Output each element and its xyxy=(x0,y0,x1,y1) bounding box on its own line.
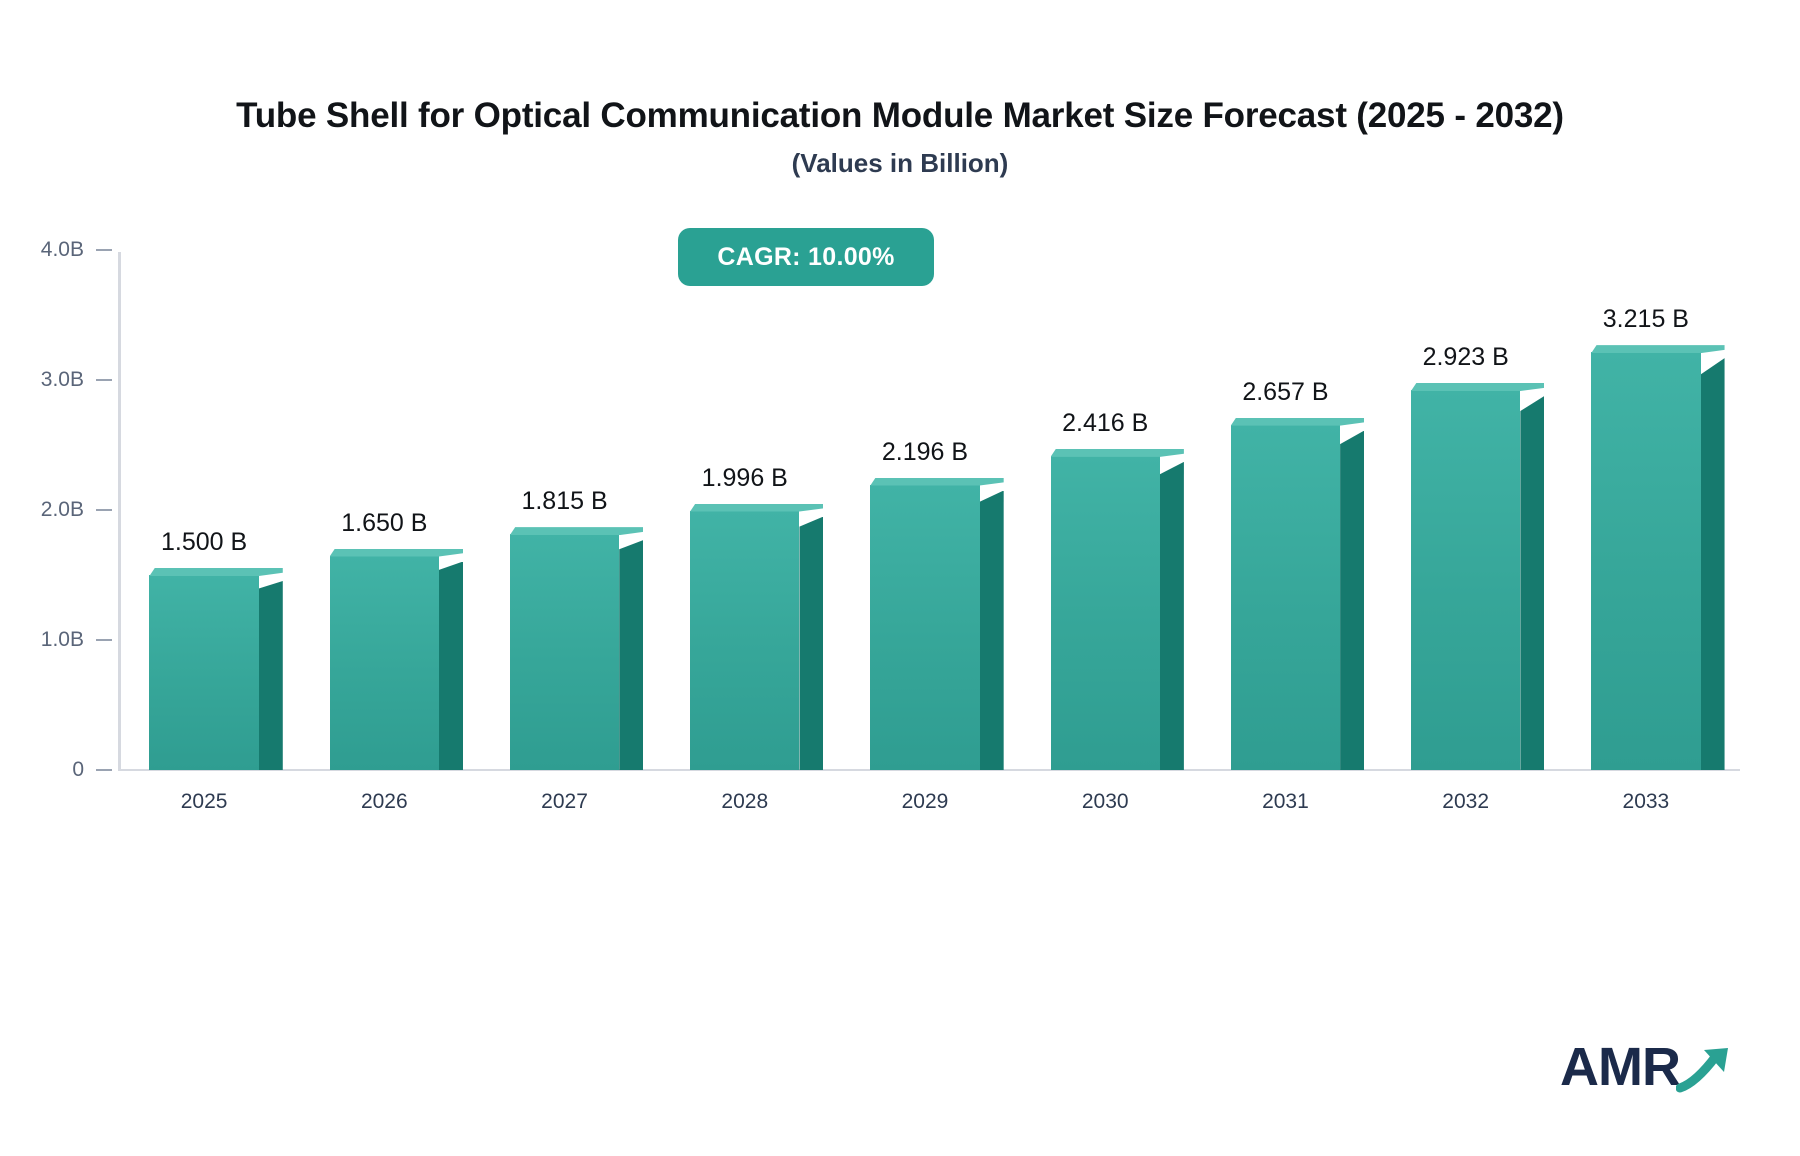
y-axis-tick-mark xyxy=(96,769,112,771)
y-axis-tick-mark xyxy=(96,639,112,641)
bar-side-face xyxy=(619,540,644,770)
bar-value-label: 1.650 B xyxy=(341,508,428,537)
y-axis-tick-mark xyxy=(96,379,112,381)
bar-top-face xyxy=(1591,345,1725,354)
bar-side-face xyxy=(439,561,463,770)
x-axis-label-2030: 2030 xyxy=(1081,790,1129,813)
y-axis-tick-label: 3.0B xyxy=(40,368,84,391)
bar-front-face xyxy=(1050,455,1160,770)
x-axis-label-2029: 2029 xyxy=(901,790,949,813)
cagr-badge: CAGR: 10.00% xyxy=(678,228,934,286)
bar-side-face xyxy=(1520,396,1545,770)
bar-side-face xyxy=(258,581,283,770)
x-axis-label-2025: 2025 xyxy=(180,790,228,813)
y-axis-tick-mark xyxy=(96,509,112,511)
chart-subtitle: (Values in Billion) xyxy=(791,148,1009,178)
bar-top-face xyxy=(1410,383,1545,392)
bar-shape xyxy=(1230,417,1365,770)
bar-side-face xyxy=(1159,461,1184,770)
y-axis-line xyxy=(118,252,121,770)
y-axis-tick: 2.0B xyxy=(41,498,112,522)
cagr-badge-label: CAGR: 10.00% xyxy=(717,242,895,271)
growth-arrow-icon xyxy=(1675,1044,1738,1094)
bar-front-face xyxy=(690,510,800,770)
bar-shape xyxy=(690,503,824,770)
x-axis-label-2027: 2027 xyxy=(541,790,588,813)
y-axis-tick: 0 xyxy=(72,758,112,782)
x-axis-label-2033: 2033 xyxy=(1622,790,1670,813)
y-axis-tick: 1.0B xyxy=(41,628,112,652)
y-axis-tick-label: 1.0B xyxy=(40,628,84,651)
x-axis-label-2031: 2031 xyxy=(1262,790,1309,813)
bar-shape xyxy=(149,568,283,770)
y-axis: 4.0B 3.0B 2.0B 1.0B 0 xyxy=(0,0,112,1156)
bar-value-label: 2.196 B xyxy=(881,437,969,466)
x-axis-label-2026: 2026 xyxy=(360,790,408,813)
bar-shape xyxy=(329,548,463,770)
bar-top-face xyxy=(690,503,824,512)
amr-logo-text: AMR xyxy=(1560,1037,1681,1097)
bar-top-face xyxy=(329,548,463,557)
bar-top-face xyxy=(509,527,644,536)
bar-2026[interactable]: 1.650 B xyxy=(329,250,463,770)
bar-2029[interactable]: 2.196 B xyxy=(870,250,1004,770)
bar-side-face xyxy=(1700,358,1725,770)
bar-value-label: 2.657 B xyxy=(1242,377,1329,406)
bar-shape xyxy=(1591,345,1725,770)
bar-2032[interactable]: 2.923 B xyxy=(1410,250,1545,770)
y-axis-tick: 4.0B xyxy=(41,238,112,262)
bar-top-face xyxy=(1050,448,1184,457)
bar-front-face xyxy=(149,575,259,770)
bar-side-face xyxy=(1340,430,1365,770)
bar-side-face xyxy=(799,516,824,770)
bar-front-face xyxy=(1410,390,1521,770)
bars-layer: 1.500 B 1.650 B 1.815 B 1.996 B 2.196 B 2.416… xyxy=(118,250,1740,770)
bar-value-label: 2.416 B xyxy=(1062,408,1149,437)
y-axis-tick: 3.0B xyxy=(41,368,112,392)
y-axis-tick-mark xyxy=(96,249,112,251)
x-axis-label-2032: 2032 xyxy=(1442,790,1490,813)
bar-2027[interactable]: 1.815 B xyxy=(509,250,644,770)
bar-value-label: 2.923 B xyxy=(1422,343,1509,372)
bar-value-label: 1.500 B xyxy=(161,528,248,556)
chart-title: Tube Shell for Optical Communication Mod… xyxy=(236,96,1564,135)
bar-shape xyxy=(509,527,644,770)
bar-front-face xyxy=(1230,424,1341,770)
bar-2033[interactable]: 3.215 B xyxy=(1591,250,1725,770)
y-axis-tick-label: 0 xyxy=(72,758,84,781)
bar-value-label: 1.996 B xyxy=(701,463,788,492)
bar-2025[interactable]: 1.500 B xyxy=(149,250,283,770)
bar-front-face xyxy=(509,534,620,770)
bar-side-face xyxy=(979,490,1004,770)
bar-front-face xyxy=(870,484,980,770)
x-axis-label-2028: 2028 xyxy=(721,790,769,813)
x-axis-line xyxy=(118,769,1740,771)
bar-top-face xyxy=(870,477,1004,486)
y-axis-tick-label: 4.0B xyxy=(40,238,84,261)
bar-shape xyxy=(870,477,1004,770)
bar-shape xyxy=(1410,383,1545,770)
amr-logo: AMR xyxy=(1560,1040,1738,1094)
y-axis-tick-label: 2.0B xyxy=(40,498,84,521)
bar-2028[interactable]: 1.996 B xyxy=(690,250,824,770)
bar-front-face xyxy=(329,555,439,770)
bar-front-face xyxy=(1591,352,1701,770)
bar-top-face xyxy=(1230,417,1365,426)
bar-2031[interactable]: 2.657 B xyxy=(1230,250,1365,770)
bar-top-face xyxy=(149,568,283,576)
bar-value-label: 1.815 B xyxy=(521,487,608,516)
bar-shape xyxy=(1050,448,1184,770)
bar-value-label: 3.215 B xyxy=(1602,305,1689,334)
bar-2030[interactable]: 2.416 B xyxy=(1050,250,1184,770)
